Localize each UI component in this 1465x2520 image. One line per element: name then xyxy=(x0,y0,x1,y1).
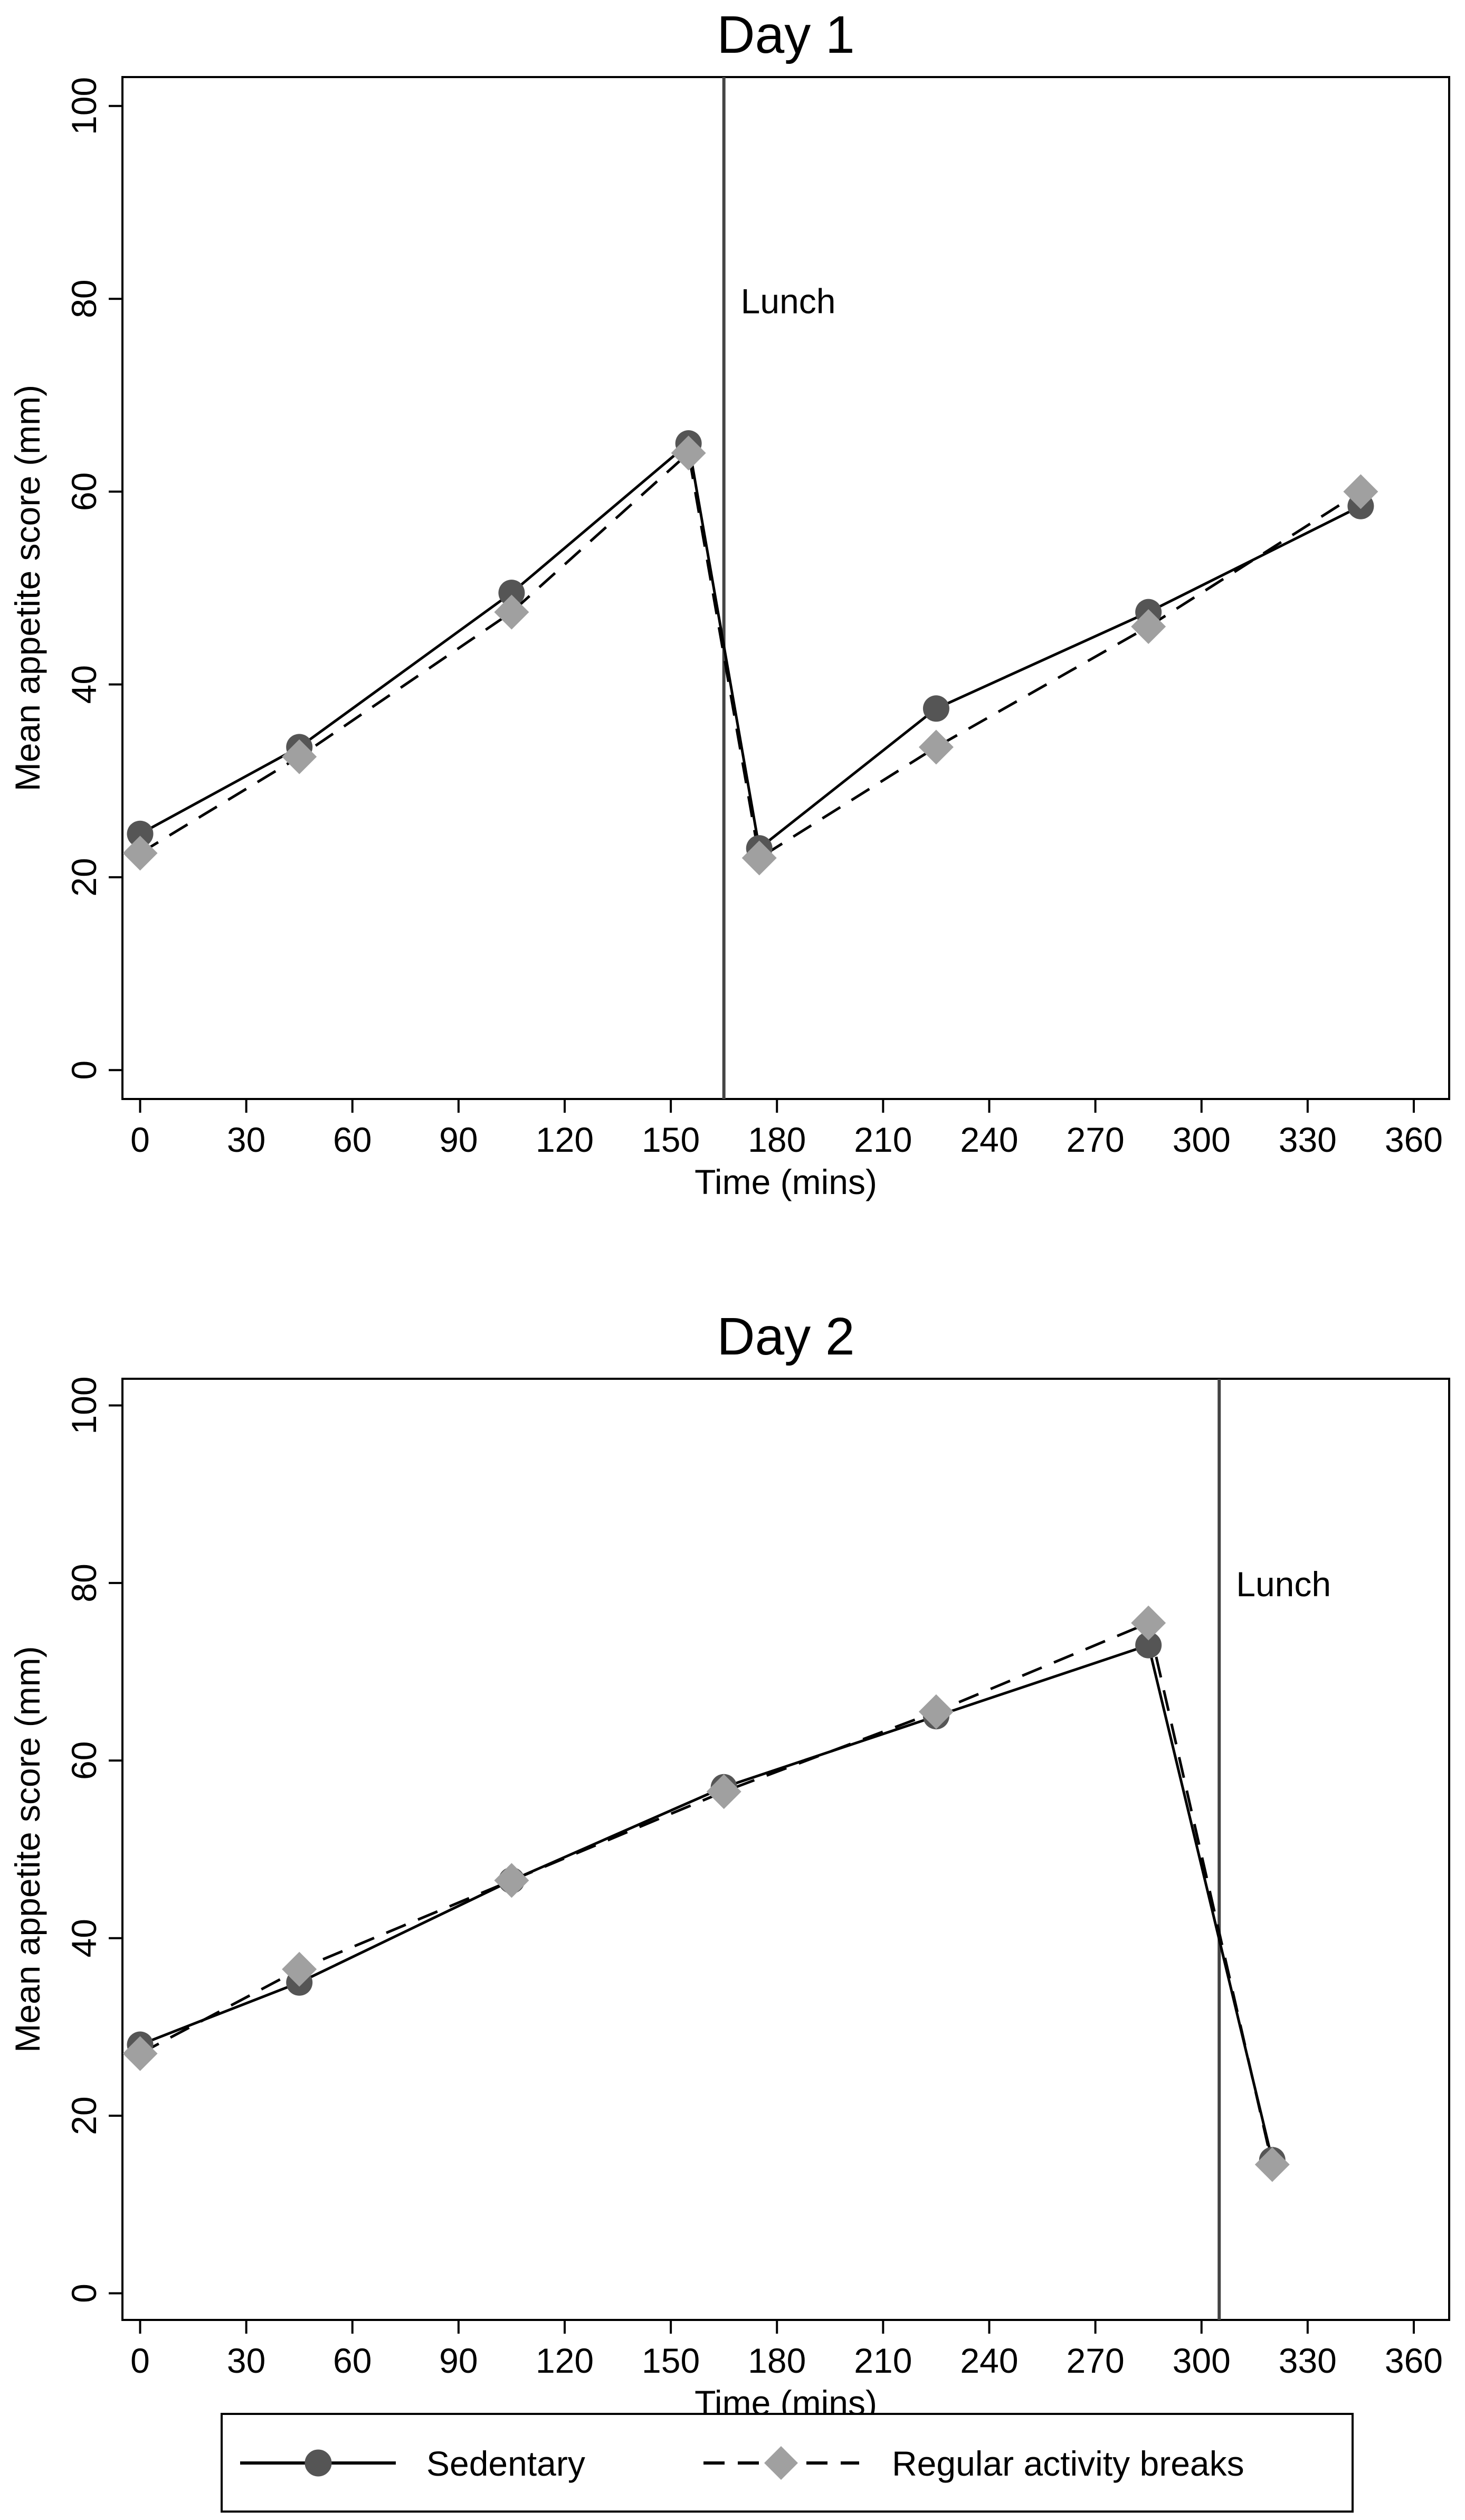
chart-2-point-activity xyxy=(122,2036,158,2071)
chart-2-x-tick-label: 360 xyxy=(1385,2341,1443,2380)
chart-1-point-activity xyxy=(918,730,954,765)
chart-2-y-tick-label: 20 xyxy=(64,2096,103,2135)
chart-2-point-sedentary xyxy=(1135,1632,1162,1659)
chart-1-point-activity xyxy=(671,435,706,471)
chart-day-1: Day 1 0 30 60 90 120 150 180 210 240 270 300 330 360 0… xyxy=(8,5,1450,1201)
chart-1-x-tick-label: 270 xyxy=(1067,1120,1125,1159)
chart-1-point-activity xyxy=(282,739,317,774)
chart-2-x-tick-label: 270 xyxy=(1067,2341,1125,2380)
chart-2-x-tick-label: 300 xyxy=(1173,2341,1231,2380)
chart-2-point-activity xyxy=(1131,1605,1166,1641)
chart-1-y-axis-label: Mean appetite score (mm) xyxy=(8,385,47,791)
chart-2-y-axis-label: Mean appetite score (mm) xyxy=(8,1646,47,2052)
chart-1-x-tick-label: 360 xyxy=(1385,1120,1443,1159)
chart-1-point-activity xyxy=(1131,609,1166,645)
chart-2-series-line-activity xyxy=(139,1622,1274,2165)
chart-1-point-sedentary xyxy=(127,820,154,847)
legend-label-activity: Regular activity breaks xyxy=(892,2444,1244,2483)
chart-2-point-activity xyxy=(918,1694,954,1729)
chart-2-plot-frame xyxy=(121,1378,1450,2321)
chart-1-y-tick-label: 80 xyxy=(64,279,103,318)
chart-1-point-sedentary xyxy=(498,580,525,607)
chart-1-point-activity xyxy=(494,594,529,630)
chart-2-x-tick-label: 90 xyxy=(439,2341,478,2380)
chart-2-lunch-label: Lunch xyxy=(1236,1565,1331,1604)
chart-2-x-tick-label: 210 xyxy=(854,2341,912,2380)
chart-1-y-tick-label: 60 xyxy=(64,472,103,511)
chart-1-x-tick-label: 300 xyxy=(1173,1120,1231,1159)
legend-marker-sedentary xyxy=(305,2449,332,2477)
chart-1-x-tick-label: 30 xyxy=(227,1120,265,1159)
chart-1-point-activity xyxy=(741,840,777,876)
chart-1-point-activity xyxy=(122,836,158,871)
chart-1-plot-frame xyxy=(121,76,1450,1100)
chart-1-x-tick-label: 330 xyxy=(1279,1120,1337,1159)
chart-1-title: Day 1 xyxy=(717,5,854,64)
legend: Sedentary Regular activity breaks xyxy=(221,2413,1354,2513)
chart-1-x-tick-label: 240 xyxy=(960,1120,1018,1159)
chart-1-y-tick-label: 0 xyxy=(64,1060,103,1080)
legend-marker-activity xyxy=(764,2446,798,2480)
chart-1-x-tick-label: 0 xyxy=(130,1120,150,1159)
chart-1-x-axis-label: Time (mins) xyxy=(695,1162,877,1201)
chart-1-x-tick-label: 150 xyxy=(642,1120,700,1159)
chart-2-y-tick-label: 0 xyxy=(64,2284,103,2303)
chart-2-point-activity xyxy=(494,1863,529,1898)
chart-2-y-tick-label: 80 xyxy=(64,1564,103,1602)
chart-2-x-tick-label: 330 xyxy=(1279,2341,1337,2380)
chart-2-x-tick-label: 240 xyxy=(960,2341,1018,2380)
chart-1-point-activity xyxy=(1343,474,1378,509)
chart-1-x-tick-label: 120 xyxy=(536,1120,594,1159)
chart-2-y-tick-label: 60 xyxy=(64,1741,103,1780)
chart-2-y-tick-label: 40 xyxy=(64,1919,103,1957)
chart-2-point-activity xyxy=(282,1951,317,1987)
chart-1-x-tick-label: 180 xyxy=(748,1120,806,1159)
chart-1-y-tick-label: 40 xyxy=(64,665,103,704)
chart-2-x-tick-label: 120 xyxy=(536,2341,594,2380)
chart-2-point-activity xyxy=(706,1774,741,1810)
chart-2-x-tick-label: 30 xyxy=(227,2341,265,2380)
chart-2-x-tick-label: 180 xyxy=(748,2341,806,2380)
chart-2-title: Day 2 xyxy=(717,1307,854,1366)
chart-2-x-tick-label: 0 xyxy=(130,2341,150,2380)
chart-day-2: Day 2 0 30 60 90 120 150 180 210 240 270 300 330 360 0… xyxy=(8,1307,1450,2422)
chart-2-y-tick-label: 100 xyxy=(64,1376,103,1434)
chart-2-point-activity xyxy=(1254,2147,1290,2182)
chart-1-y-tick-label: 20 xyxy=(64,858,103,896)
chart-2-x-tick-label: 60 xyxy=(333,2341,372,2380)
chart-1-point-sedentary xyxy=(922,695,949,722)
chart-1-y-tick-label: 100 xyxy=(64,77,103,135)
chart-1-x-tick-label: 60 xyxy=(333,1120,372,1159)
chart-1-lunch-label: Lunch xyxy=(741,281,836,320)
chart-1-series-line-sedentary xyxy=(139,442,1362,850)
chart-1-x-tick-label: 90 xyxy=(439,1120,478,1159)
chart-2-x-tick-label: 150 xyxy=(642,2341,700,2380)
chart-1-x-tick-label: 210 xyxy=(854,1120,912,1159)
chart-2-series-line-sedentary xyxy=(139,1644,1274,2161)
legend-label-sedentary: Sedentary xyxy=(426,2444,585,2483)
